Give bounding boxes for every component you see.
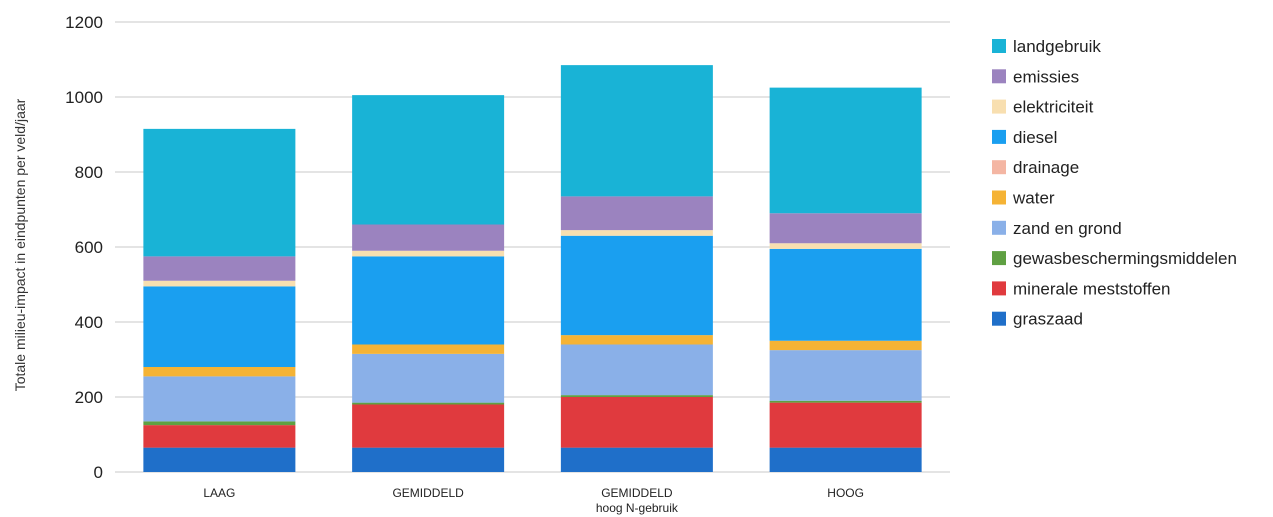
bar-segment-landgebruik bbox=[352, 95, 505, 225]
bar-segment-elektriciteit bbox=[769, 243, 922, 249]
y-tick-label: 600 bbox=[75, 238, 103, 257]
bar-segment-zand-en-grond bbox=[143, 376, 296, 422]
bar-segment-diesel bbox=[560, 235, 713, 336]
bar-segment-gewasbeschermingsmiddelen bbox=[143, 421, 296, 426]
bar-segment-water bbox=[769, 340, 922, 351]
legend-swatch bbox=[992, 99, 1006, 114]
bar-segment-emissies bbox=[143, 256, 296, 281]
bar-segment-zand-en-grond bbox=[560, 344, 713, 396]
bar-segment-zand-en-grond bbox=[352, 353, 505, 403]
legend-label: diesel bbox=[1013, 128, 1057, 147]
bar-segment-graszaad bbox=[769, 447, 922, 472]
legend-label: gewasbeschermingsmiddelen bbox=[1013, 249, 1237, 268]
y-tick-label: 0 bbox=[94, 463, 103, 482]
bar-segment-graszaad bbox=[352, 447, 505, 472]
legend-label: emissies bbox=[1013, 67, 1079, 86]
bar-segment-emissies bbox=[560, 196, 713, 231]
bar-segment-gewasbeschermingsmiddelen bbox=[769, 400, 922, 403]
bar-segment-water bbox=[352, 344, 505, 354]
legend-label: minerale meststoffen bbox=[1013, 279, 1170, 298]
x-tick-label: HOOG bbox=[827, 486, 864, 500]
x-tick-label: hoog N-gebruik bbox=[596, 501, 679, 515]
legend-swatch bbox=[992, 311, 1006, 326]
legend-label: drainage bbox=[1013, 158, 1079, 177]
bar-segment-elektriciteit bbox=[560, 230, 713, 236]
bar-segment-gewasbeschermingsmiddelen bbox=[560, 395, 713, 397]
bar-segment-elektriciteit bbox=[143, 280, 296, 287]
y-tick-label: 1200 bbox=[65, 13, 103, 32]
bar-segment-emissies bbox=[352, 224, 505, 251]
bar-segment-diesel bbox=[352, 256, 505, 345]
legend-swatch bbox=[992, 281, 1006, 296]
bar-segment-diesel bbox=[143, 286, 296, 367]
bar-segment-water bbox=[560, 335, 713, 345]
legend-swatch bbox=[992, 129, 1006, 144]
legend-swatch bbox=[992, 251, 1006, 266]
x-tick-label: LAAG bbox=[203, 486, 235, 500]
bar-segment-graszaad bbox=[143, 447, 296, 472]
legend-label: zand en grond bbox=[1013, 219, 1122, 238]
legend-label: graszaad bbox=[1013, 310, 1083, 329]
y-axis-label: Totale milieu-impact in eindpunten per v… bbox=[12, 98, 28, 391]
bar-segment-minerale-meststoffen bbox=[352, 404, 505, 448]
bar-segment-graszaad bbox=[560, 447, 713, 472]
legend-swatch bbox=[992, 160, 1006, 175]
bar-layer bbox=[143, 65, 922, 472]
bar-segment-minerale-meststoffen bbox=[143, 425, 296, 448]
x-tick-label: GEMIDDELD bbox=[601, 486, 673, 500]
bar-segment-zand-en-grond bbox=[769, 350, 922, 401]
y-tick-label: 1000 bbox=[65, 88, 103, 107]
bar-segment-emissies bbox=[769, 213, 922, 244]
legend-label: water bbox=[1012, 189, 1055, 208]
bar-segment-gewasbeschermingsmiddelen bbox=[352, 402, 505, 405]
bar-segment-landgebruik bbox=[769, 87, 922, 214]
bar-segment-diesel bbox=[769, 248, 922, 341]
legend-swatch bbox=[992, 220, 1006, 235]
bar-segment-water bbox=[143, 367, 296, 377]
y-tick-label: 400 bbox=[75, 313, 103, 332]
y-tick-label: 200 bbox=[75, 388, 103, 407]
legend: landgebruik emissies elektriciteit diesel dr… bbox=[992, 37, 1237, 329]
legend-swatch bbox=[992, 190, 1006, 205]
bar-segment-minerale-meststoffen bbox=[560, 397, 713, 448]
x-tick-label: GEMIDDELD bbox=[392, 486, 464, 500]
legend-label: elektriciteit bbox=[1013, 98, 1094, 117]
legend-swatch bbox=[992, 69, 1006, 84]
bar-segment-minerale-meststoffen bbox=[769, 402, 922, 448]
legend-label: landgebruik bbox=[1013, 37, 1101, 56]
legend-swatch bbox=[992, 39, 1006, 53]
bar-segment-landgebruik bbox=[560, 65, 713, 197]
axis-layer: 0 200 400 600 800 1000 1200 LAAG GEMIDDELD GEMIDD… bbox=[65, 13, 864, 515]
y-tick-label: 800 bbox=[75, 163, 103, 182]
bar-segment-elektriciteit bbox=[352, 250, 505, 257]
bar-segment-landgebruik bbox=[143, 128, 296, 257]
